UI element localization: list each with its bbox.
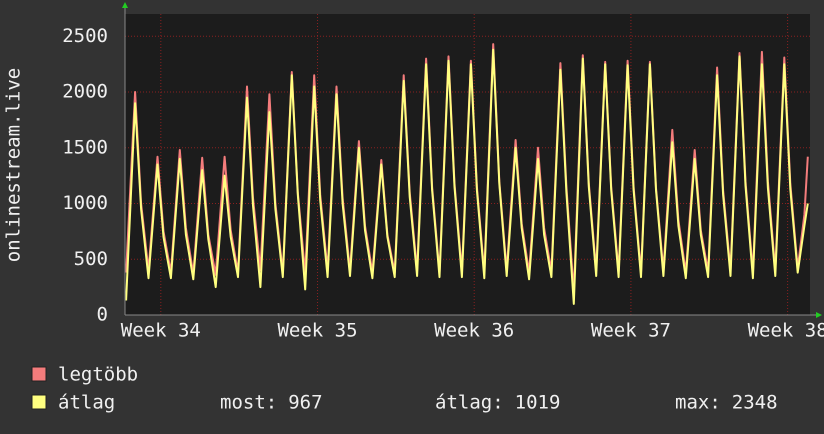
x-tick-label: Week 34	[121, 320, 201, 342]
y-tick-label: 1000	[62, 192, 108, 214]
axis-arrow	[122, 2, 128, 8]
y-tick-label: 0	[97, 304, 108, 326]
series-line	[125, 48, 809, 305]
y-axis-label: onlinestream.live	[3, 68, 25, 262]
y-tick-label: 2500	[62, 25, 108, 47]
x-tick-label: Week 37	[591, 320, 671, 342]
y-tick-label: 500	[74, 248, 108, 270]
x-tick-label: Week 38	[748, 320, 824, 342]
y-tick-label: 2000	[62, 81, 108, 103]
y-tick-label: 1500	[62, 136, 108, 158]
legend-label: átlag	[58, 392, 115, 414]
stat-label: most:	[220, 392, 277, 414]
axis-arrow	[816, 312, 822, 318]
stat-value: 1019	[515, 392, 561, 414]
stat-label: átlag:	[435, 392, 504, 414]
x-tick-label: Week 35	[277, 320, 357, 342]
legend-swatch	[31, 394, 47, 410]
stat-label: max:	[675, 392, 721, 414]
legend-label: legtöbb	[58, 364, 138, 386]
stat-value: 2348	[732, 392, 778, 414]
x-tick-label: Week 36	[434, 320, 514, 342]
legend-swatch	[31, 366, 47, 382]
stat-value: 967	[288, 392, 322, 414]
